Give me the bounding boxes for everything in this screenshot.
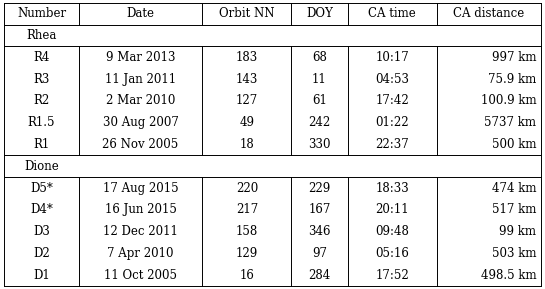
Text: D3: D3 [33,225,50,238]
Text: 17:42: 17:42 [375,95,409,108]
Text: 22:37: 22:37 [375,138,409,151]
Text: Dione: Dione [24,160,59,173]
Text: 7 Apr 2010: 7 Apr 2010 [107,247,174,260]
Text: 100.9 km: 100.9 km [481,95,536,108]
Text: 49: 49 [239,116,255,129]
Text: Rhea: Rhea [26,29,57,42]
Text: 30 Aug 2007: 30 Aug 2007 [102,116,178,129]
Text: 11 Jan 2011: 11 Jan 2011 [105,73,176,86]
Text: 99 km: 99 km [499,225,536,238]
Text: 68: 68 [312,51,327,64]
Text: 97: 97 [312,247,327,260]
Text: 127: 127 [236,95,258,108]
Text: 11: 11 [312,73,327,86]
Text: D4*: D4* [30,203,53,216]
Text: D5*: D5* [30,181,53,194]
Text: 242: 242 [308,116,331,129]
Text: Orbit NN: Orbit NN [219,7,275,20]
Text: R3: R3 [33,73,50,86]
Text: 220: 220 [236,181,258,194]
Text: 158: 158 [236,225,258,238]
Text: DOY: DOY [306,7,333,20]
Text: 167: 167 [308,203,331,216]
Text: CA time: CA time [368,7,416,20]
Text: Number: Number [17,7,66,20]
Text: 75.9 km: 75.9 km [488,73,536,86]
Text: 09:48: 09:48 [375,225,409,238]
Text: 01:22: 01:22 [376,116,409,129]
Text: 500 km: 500 km [492,138,536,151]
Text: 997 km: 997 km [492,51,536,64]
Text: R1: R1 [33,138,50,151]
Text: 26 Nov 2005: 26 Nov 2005 [102,138,179,151]
Text: 16 Jun 2015: 16 Jun 2015 [105,203,177,216]
Text: Date: Date [126,7,155,20]
Text: 183: 183 [236,51,258,64]
Text: 229: 229 [308,181,331,194]
Text: 18:33: 18:33 [375,181,409,194]
Text: 04:53: 04:53 [375,73,409,86]
Text: R2: R2 [33,95,50,108]
Text: 346: 346 [308,225,331,238]
Text: 61: 61 [312,95,327,108]
Text: 217: 217 [236,203,258,216]
Text: 12 Dec 2011: 12 Dec 2011 [103,225,178,238]
Text: 05:16: 05:16 [375,247,409,260]
Text: 503 km: 503 km [492,247,536,260]
Text: 143: 143 [235,73,258,86]
Text: 11 Oct 2005: 11 Oct 2005 [104,269,177,282]
Text: 2 Mar 2010: 2 Mar 2010 [106,95,175,108]
Text: 17:52: 17:52 [375,269,409,282]
Text: 517 km: 517 km [492,203,536,216]
Text: 474 km: 474 km [492,181,536,194]
Text: 10:17: 10:17 [375,51,409,64]
Text: R4: R4 [33,51,50,64]
Text: 18: 18 [239,138,255,151]
Text: 129: 129 [236,247,258,260]
Text: 20:11: 20:11 [376,203,409,216]
Text: 17 Aug 2015: 17 Aug 2015 [102,181,178,194]
Text: 5737 km: 5737 km [485,116,536,129]
Text: 498.5 km: 498.5 km [481,269,536,282]
Text: 16: 16 [239,269,255,282]
Text: D1: D1 [33,269,50,282]
Text: 284: 284 [308,269,331,282]
Text: R1.5: R1.5 [28,116,55,129]
Text: CA distance: CA distance [453,7,524,20]
Text: 9 Mar 2013: 9 Mar 2013 [106,51,175,64]
Text: 330: 330 [308,138,331,151]
Text: D2: D2 [33,247,50,260]
